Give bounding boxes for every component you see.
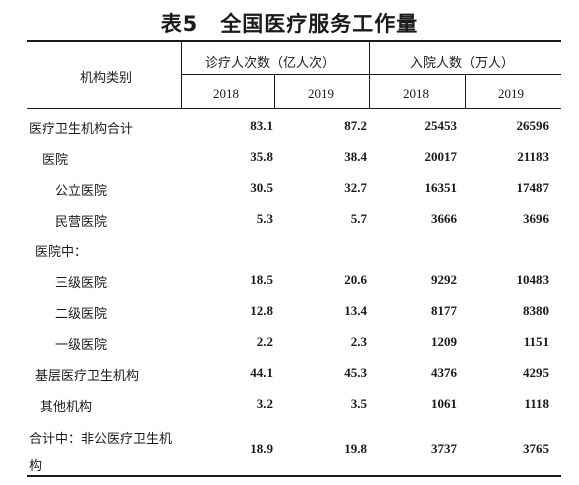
row-label-continuation: 构 (29, 459, 43, 474)
cell-visits-2018: 18.5 (250, 272, 273, 287)
header-mid-rule (181, 74, 561, 75)
cell-admissions-2018: 20017 (424, 149, 458, 164)
year-header-visits-2018: 2018 (213, 86, 239, 101)
cell-visits-2018: 18.9 (250, 441, 273, 456)
row-label: 民营医院 (55, 215, 108, 230)
cell-admissions-2018: 1209 (431, 334, 457, 349)
cell-admissions-2018: 1061 (431, 396, 457, 411)
header-vline-2 (274, 75, 275, 108)
row-label: 合计中：非公医疗卫生机 (29, 432, 173, 447)
cell-admissions-2019: 17487 (516, 180, 550, 195)
row-label: 公立医院 (55, 184, 108, 199)
cell-admissions-2018: 3737 (431, 441, 457, 456)
cell-admissions-2019: 1151 (523, 334, 549, 349)
cell-admissions-2019: 26596 (516, 118, 550, 133)
cell-admissions-2018: 16351 (424, 180, 458, 195)
cell-admissions-2018: 4376 (431, 365, 457, 380)
cell-visits-2019: 20.6 (344, 272, 367, 287)
category-header: 机构类别 (80, 71, 133, 86)
cell-admissions-2019: 4295 (523, 365, 549, 380)
cell-visits-2019: 87.2 (344, 118, 367, 133)
year-header-visits-2019: 2019 (308, 86, 334, 101)
table-title-text: 全国医疗服务工作量 (220, 12, 419, 36)
cell-visits-2019: 32.7 (344, 180, 367, 195)
row-label: 基层医疗卫生机构 (35, 369, 140, 384)
cell-visits-2018: 3.2 (256, 396, 273, 411)
row-label: 医疗卫生机构合计 (29, 122, 134, 137)
cell-admissions-2018: 25453 (424, 118, 458, 133)
header-bottom-rule (27, 108, 561, 109)
cell-admissions-2018: 9292 (431, 272, 457, 287)
cell-visits-2018: 35.8 (250, 149, 273, 164)
year-header-admissions-2019: 2019 (498, 86, 524, 101)
row-label: 一级医院 (55, 338, 108, 353)
header-vline-3 (369, 41, 370, 108)
cell-admissions-2019: 1118 (524, 396, 549, 411)
cell-visits-2018: 30.5 (250, 180, 273, 195)
row-label: 其他机构 (40, 400, 93, 415)
cell-visits-2019: 45.3 (344, 365, 367, 380)
cell-admissions-2019: 8380 (523, 303, 549, 318)
cell-admissions-2018: 3666 (431, 211, 457, 226)
cell-visits-2019: 5.7 (350, 211, 367, 226)
cell-visits-2019: 13.4 (344, 303, 367, 318)
cell-visits-2019: 3.5 (350, 396, 367, 411)
row-label: 医院中： (35, 245, 88, 260)
cell-visits-2018: 83.1 (250, 118, 273, 133)
header-vline-1 (181, 41, 182, 108)
cell-visits-2019: 19.8 (344, 441, 367, 456)
cell-visits-2018: 5.3 (256, 211, 273, 226)
cell-admissions-2019: 10483 (516, 272, 550, 287)
row-label: 三级医院 (55, 276, 108, 291)
cell-visits-2019: 2.3 (350, 334, 367, 349)
cell-admissions-2019: 3765 (523, 441, 549, 456)
cell-visits-2018: 12.8 (250, 303, 273, 318)
cell-admissions-2019: 3696 (523, 211, 549, 226)
year-header-admissions-2018: 2018 (403, 86, 429, 101)
admissions-group-header: 入院人数（万人） (410, 56, 515, 71)
table-number: 表5 (160, 12, 199, 36)
header-vline-4 (465, 75, 466, 108)
cell-admissions-2018: 8177 (431, 303, 457, 318)
row-label: 二级医院 (55, 307, 108, 322)
bottom-rule (27, 475, 561, 477)
row-label: 医院 (42, 153, 69, 168)
visits-group-header: 诊疗人次数（亿人次） (205, 56, 336, 71)
table-title: 表5 全国医疗服务工作量 (0, 8, 579, 38)
cell-visits-2018: 44.1 (250, 365, 273, 380)
cell-visits-2019: 38.4 (344, 149, 367, 164)
top-rule (27, 40, 561, 42)
cell-admissions-2019: 21183 (517, 149, 549, 164)
cell-visits-2018: 2.2 (256, 334, 273, 349)
